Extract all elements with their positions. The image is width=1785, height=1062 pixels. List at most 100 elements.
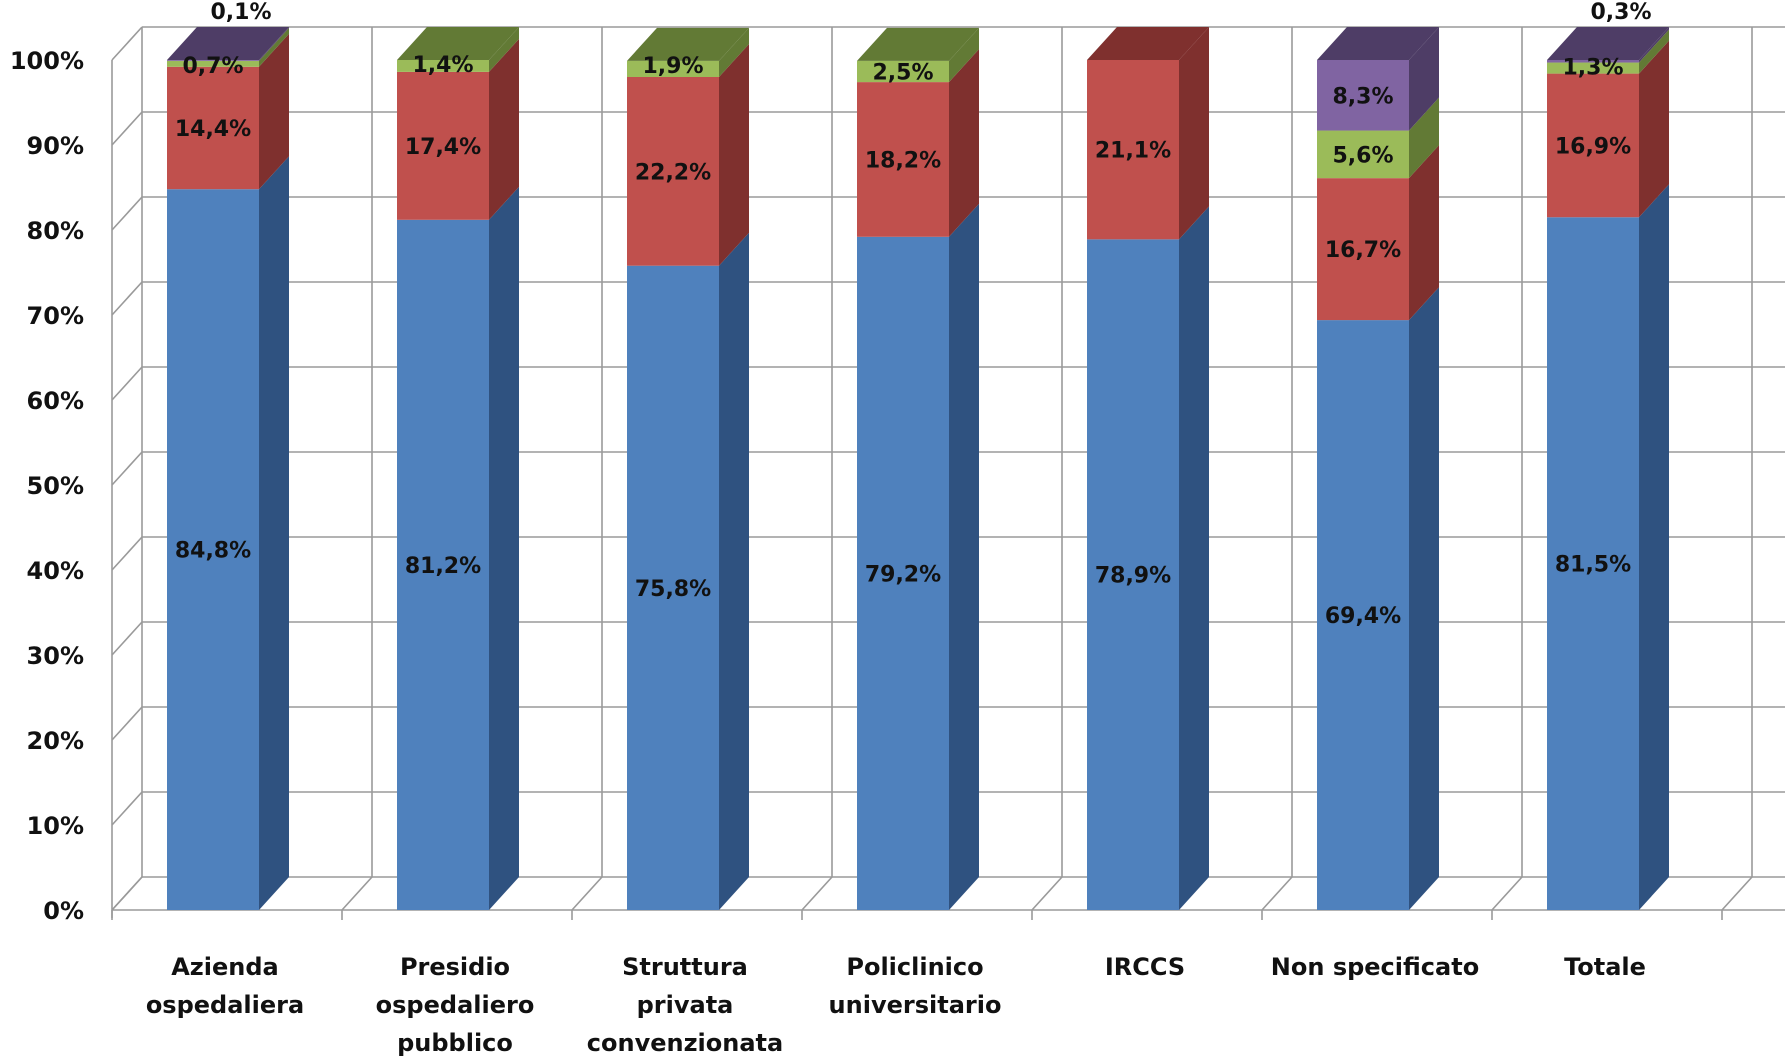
bar-segment	[167, 60, 259, 61]
bar-segment	[1547, 217, 1639, 910]
floor-divider	[341, 876, 373, 911]
bar-top-face	[167, 27, 289, 60]
bar-top-face	[1087, 27, 1209, 60]
bar-top-face	[397, 27, 519, 60]
data-label: 0,3%	[1590, 0, 1651, 25]
bar-segment-side	[489, 38, 519, 220]
bar-segment-side	[259, 33, 289, 190]
bar-top-face	[627, 27, 749, 61]
y-tick-label: 0%	[43, 897, 84, 925]
floor-divider	[571, 876, 603, 911]
data-label: 21,1%	[1095, 139, 1171, 164]
side-wall-gridline	[111, 791, 143, 826]
bar-segment-side	[259, 27, 289, 67]
bar-segment	[627, 265, 719, 910]
y-tick-label: 90%	[27, 132, 84, 160]
x-tick-label: ospedaliera	[146, 991, 304, 1019]
bar-segment	[167, 60, 259, 67]
y-tick-label: 20%	[27, 727, 84, 755]
side-wall-gridline	[111, 621, 143, 656]
x-tick-label: Struttura	[622, 953, 748, 981]
bar-segment	[1317, 130, 1409, 179]
bar-segment-side	[949, 49, 979, 237]
floor-divider	[801, 876, 833, 911]
bar-segment	[167, 189, 259, 910]
bar-segment-side	[719, 232, 749, 910]
data-label: 79,2%	[865, 562, 941, 587]
side-wall-gridline	[111, 366, 143, 401]
bar-stacks	[167, 27, 1669, 911]
data-label: 5,6%	[1332, 143, 1393, 168]
data-label: 84,8%	[175, 539, 251, 564]
side-wall-gridline	[111, 111, 143, 146]
data-label: 17,4%	[405, 135, 481, 160]
bar-segment	[397, 71, 489, 220]
bar-segment	[167, 66, 259, 190]
data-label: 22,2%	[635, 160, 711, 185]
bar-segment	[857, 236, 949, 911]
data-label: 16,9%	[1555, 134, 1631, 159]
side-wall-gridline	[111, 451, 143, 486]
x-tick-label: Totale	[1564, 953, 1646, 981]
bar-segment	[397, 219, 489, 911]
x-tick-label: Azienda	[171, 953, 279, 981]
bar-segment	[857, 60, 949, 83]
floor-divider	[111, 876, 143, 911]
bar-segment	[1317, 60, 1409, 131]
side-wall-gridline	[111, 281, 143, 316]
bar-stack	[627, 27, 749, 910]
bar-segment-side	[1409, 27, 1439, 131]
bar-segment-side	[1639, 27, 1669, 63]
bar-stack	[1547, 27, 1669, 910]
data-labels: 84,8% 14,4% 0,7% 0,1% 81,2% 17,4% 1,4% 75,8% 22,…	[175, 0, 1652, 629]
bar-segment-side	[1179, 27, 1209, 240]
side-wall-gridline	[111, 196, 143, 231]
data-label: 81,5%	[1555, 553, 1631, 578]
data-label: 75,8%	[635, 577, 711, 602]
data-label: 78,9%	[1095, 564, 1171, 589]
data-label: 81,2%	[405, 554, 481, 579]
y-tick-label: 40%	[27, 557, 84, 585]
x-tick-label: universitario	[829, 991, 1002, 1019]
bar-segment-side	[489, 186, 519, 911]
bar-segment-side	[1409, 97, 1439, 179]
x-tick-label: Non specificato	[1271, 953, 1479, 981]
bar-segment	[1317, 320, 1409, 911]
bar-stack	[1317, 27, 1439, 911]
bar-segment-side	[489, 27, 519, 72]
y-tick-label: 60%	[27, 387, 84, 415]
floor-divider	[1491, 876, 1523, 911]
bar-segment	[1317, 178, 1409, 321]
bar-stack	[397, 27, 519, 911]
x-tick-label: pubblico	[397, 1029, 513, 1057]
bar-segment	[627, 77, 719, 266]
y-tick-label: 80%	[27, 217, 84, 245]
data-label: 1,4%	[412, 53, 473, 78]
bar-segment	[1547, 62, 1639, 74]
bar-segment-side	[1639, 184, 1669, 910]
floor-divider	[1261, 876, 1293, 911]
side-wall-gridline	[111, 536, 143, 571]
bar-segment	[397, 60, 489, 72]
x-axis: Azienda ospedaliera Presidio ospedaliero pub…	[146, 953, 1646, 1057]
x-tick-label: IRCCS	[1105, 953, 1185, 981]
y-tick-label: 50%	[27, 472, 84, 500]
bar-stack	[167, 27, 289, 910]
data-label: 0,1%	[210, 0, 271, 25]
floor-divider	[1721, 876, 1753, 911]
y-tick-label: 100%	[10, 47, 84, 75]
data-label: 1,3%	[1562, 56, 1623, 81]
bar-segment-side	[949, 203, 979, 911]
bar-segment-side	[1639, 40, 1669, 218]
bar-segment	[627, 60, 719, 77]
data-label: 18,2%	[865, 148, 941, 173]
x-tick-label: convenzionata	[587, 1029, 783, 1057]
x-tick-label: ospedaliero	[376, 991, 535, 1019]
y-tick-label: 70%	[27, 302, 84, 330]
bar-segment-side	[1179, 206, 1209, 911]
y-tick-label: 30%	[27, 642, 84, 670]
data-label: 16,7%	[1325, 238, 1401, 263]
bar-segment	[1547, 73, 1639, 218]
